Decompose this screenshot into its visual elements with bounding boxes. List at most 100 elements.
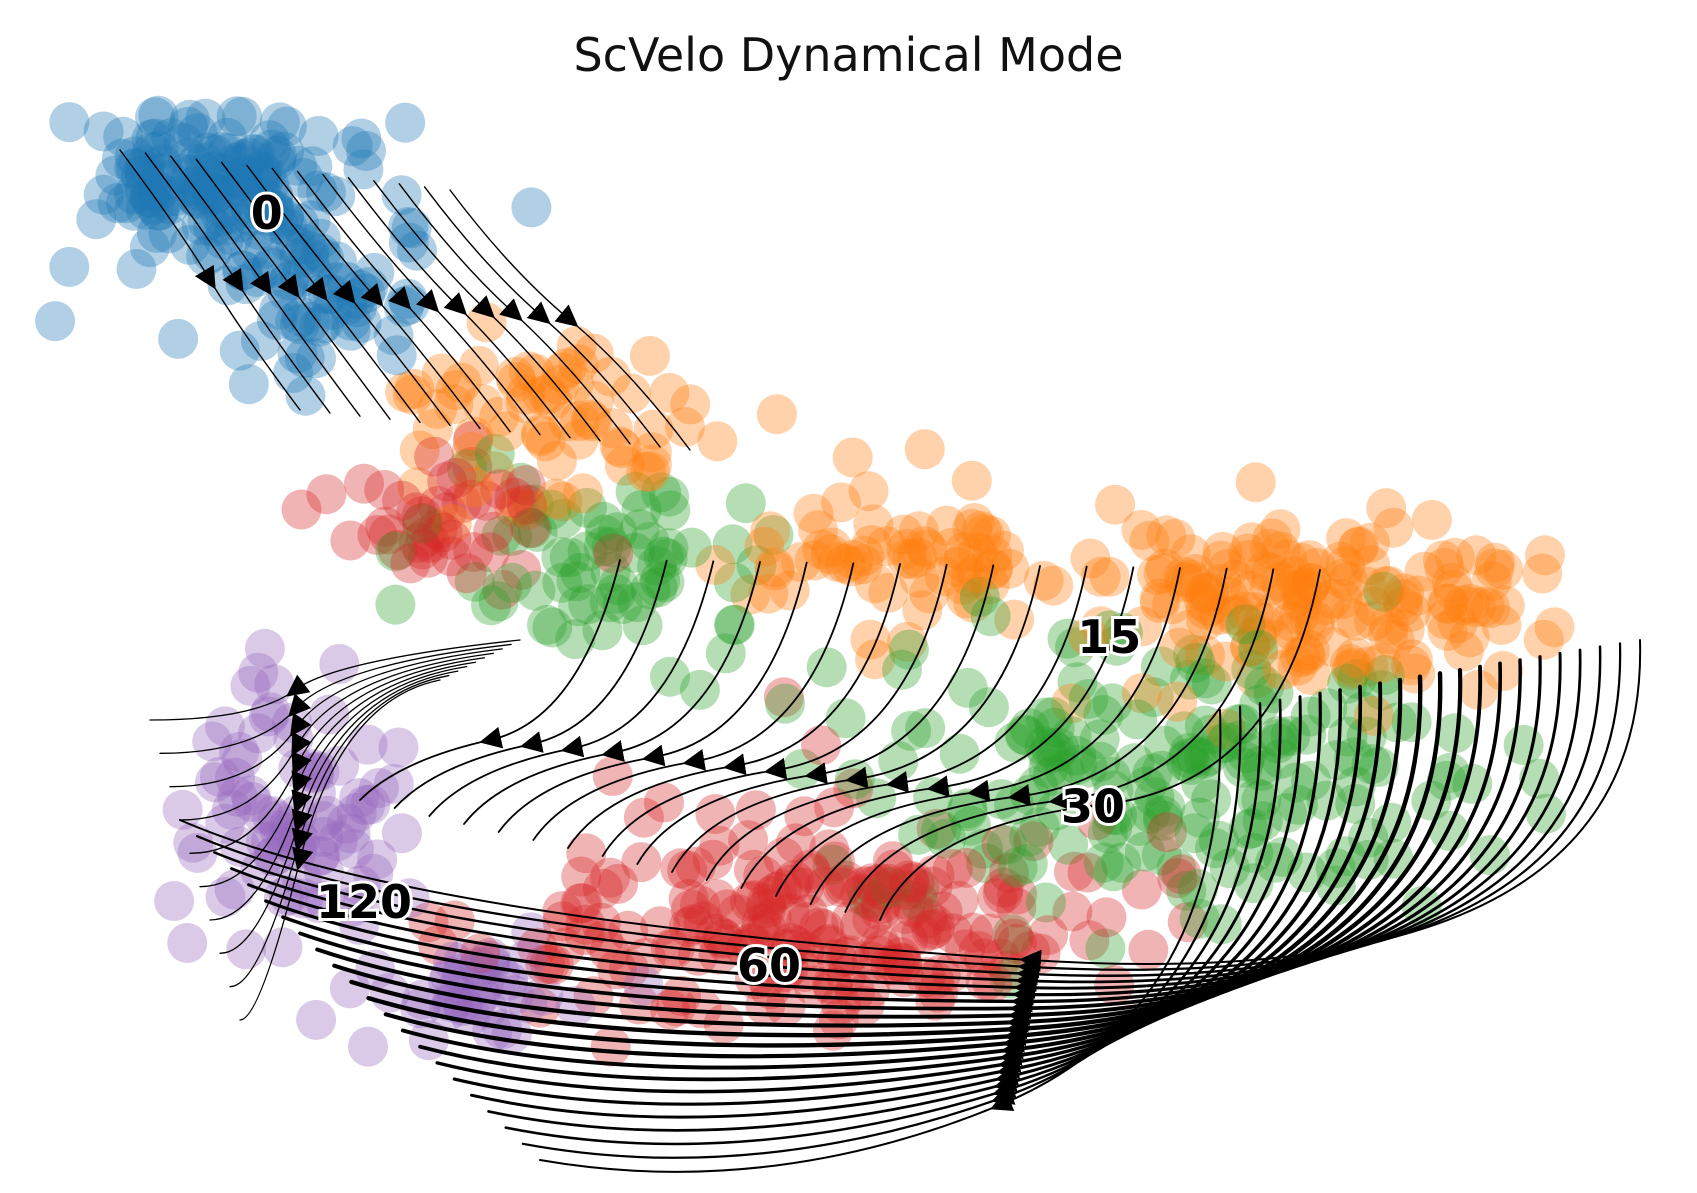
cell-point-60 [977,878,1018,919]
cell-point-120 [248,696,289,737]
cell-point-15 [1471,561,1512,602]
cell-point-15 [441,362,482,403]
cell-point-30 [1174,813,1215,854]
cell-point-30 [1241,751,1282,791]
cell-point-30 [1258,716,1299,757]
cell-point-30 [590,551,631,592]
cell-point-60 [996,887,1037,928]
cell-point-15 [528,374,569,415]
cell-point-0 [191,232,232,273]
cell-point-15 [1291,563,1332,604]
cell-point-15 [1353,695,1394,736]
cell-point-120 [296,999,337,1040]
cell-point-60 [1161,854,1202,895]
cell-point-120 [336,792,377,833]
cell-point-0 [103,116,144,157]
streamline [601,563,948,857]
cell-point-0 [289,238,330,279]
streamline [359,559,621,801]
cell-point-30 [1124,831,1165,872]
cell-point-15 [1199,594,1240,635]
cell-point-0 [105,183,146,224]
streamline [322,173,541,436]
cell-point-60 [953,912,994,953]
cell-point-15 [571,401,612,442]
cell-point-0 [267,207,308,248]
cell-point-60 [775,823,816,864]
cell-point-0 [317,241,357,282]
cell-point-60 [938,880,979,921]
cell-point-60 [542,891,583,932]
cell-point-15 [769,570,810,611]
cell-point-120 [460,974,501,1015]
cell-point-60 [573,976,614,1017]
cell-point-15 [904,526,945,567]
cell-point-30 [1228,809,1269,850]
cell-point-15 [1397,575,1438,616]
cell-point-60 [590,857,630,898]
cell-point-60 [401,496,442,537]
cell-point-60 [1054,851,1094,892]
cell-point-0 [249,164,290,205]
cell-point-60 [517,927,558,968]
cell-point-0 [163,123,204,163]
cell-point-30 [1335,766,1376,807]
cell-point-30 [1168,738,1209,779]
cell-point-15 [1336,600,1377,641]
cell-point-15 [573,333,614,374]
cell-point-0 [298,115,339,156]
cell-point-0 [97,183,138,224]
cell-point-15 [821,482,861,523]
cell-point-15 [1390,591,1431,632]
cell-point-15 [853,504,894,545]
cell-point-30 [602,584,643,624]
cell-point-15 [931,528,972,568]
cell-point-15 [1456,587,1497,628]
cell-point-15 [458,345,499,386]
cell-point-60 [826,955,867,996]
streamline [844,568,1275,913]
cell-point-60 [872,841,913,882]
cell-point-15 [1231,522,1272,563]
cell-point-60 [431,519,472,560]
cell-point-15 [539,364,580,405]
cell-point-15 [1279,595,1320,636]
cell-point-15 [897,537,938,578]
cell-point-60 [668,906,709,947]
cell-point-15 [601,428,642,469]
cell-point-15 [902,590,943,631]
cell-point-15 [1522,553,1563,594]
streamline [144,152,331,414]
cell-point-60 [452,420,493,461]
cell-point-15 [556,326,597,366]
cell-point-60 [480,469,521,510]
cell-point-15 [1395,653,1436,694]
cell-point-0 [239,209,279,250]
cell-point-15 [1474,548,1515,589]
streamline [398,183,631,445]
cell-point-30 [637,567,678,608]
cell-point-15 [1201,540,1242,581]
cell-point-0 [315,176,356,217]
cell-point-30 [474,433,515,474]
cell-point-30 [1188,736,1228,776]
cell-point-0 [145,177,186,218]
cell-point-30 [1140,646,1181,687]
cell-point-30 [584,514,625,555]
cell-point-30 [882,649,922,690]
cell-point-30 [650,490,691,531]
cell-point-60 [946,847,987,888]
cell-point-0 [192,176,233,217]
cell-point-15 [1033,565,1074,606]
cell-point-15 [520,414,561,455]
cell-point-120 [357,839,398,880]
cell-point-30 [1307,688,1348,729]
cell-point-15 [462,384,503,425]
cell-point-30 [1092,807,1133,848]
cell-point-15 [1129,520,1170,561]
cell-point-60 [907,898,948,939]
cell-point-0 [346,131,386,171]
cell-point-30 [637,546,677,586]
cell-point-15 [1392,639,1433,680]
cell-point-0 [373,315,414,356]
